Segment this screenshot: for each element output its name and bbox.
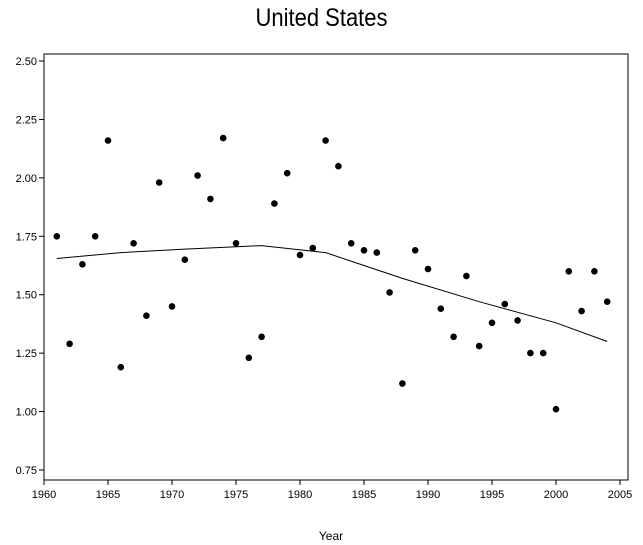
data-point <box>424 265 432 273</box>
data-point <box>322 137 329 144</box>
data-point <box>399 380 406 387</box>
x-tick-label: 1980 <box>288 489 312 501</box>
data-point <box>181 256 189 264</box>
x-tick-label: 2005 <box>608 489 632 501</box>
x-tick-label: 1975 <box>224 489 248 501</box>
data-point <box>603 298 611 306</box>
x-tick-label: 1970 <box>160 489 184 501</box>
trend-line <box>56 245 608 342</box>
data-point <box>539 349 547 357</box>
data-point <box>258 333 265 341</box>
x-tick-label: 1965 <box>96 489 120 501</box>
y-tick-label: 1.75 <box>16 231 37 243</box>
data-point <box>347 240 355 247</box>
data-point <box>271 200 278 207</box>
x-axis: 1960 1965 1970 1975 1980 1985 1990 1995 2000 2005 <box>32 480 632 501</box>
data-point <box>463 272 470 280</box>
data-point <box>373 249 381 256</box>
y-tick-label: 1.50 <box>16 290 37 302</box>
plot-frame <box>43 53 629 481</box>
data-point <box>411 247 419 254</box>
data-point <box>450 333 457 341</box>
data-point <box>527 349 534 357</box>
data-point <box>552 405 560 413</box>
data-point <box>219 134 227 142</box>
data-point <box>488 319 496 327</box>
data-point <box>501 300 509 308</box>
fit-line-group <box>56 245 608 342</box>
data-point <box>475 342 483 350</box>
data-point <box>91 233 99 240</box>
y-axis: 0.75 1.00 1.25 1.50 1.75 2.00 2.25 2.50 <box>16 56 44 477</box>
data-point <box>245 354 253 362</box>
x-tick-label: 1995 <box>480 489 504 501</box>
x-tick-label: 1990 <box>416 489 440 501</box>
data-point <box>578 307 585 315</box>
data-point <box>155 179 163 186</box>
y-tick-label: 1.25 <box>16 348 37 360</box>
data-point <box>117 363 125 371</box>
data-point <box>130 240 137 247</box>
x-tick-label: 2000 <box>544 489 568 501</box>
data-points <box>53 134 611 413</box>
data-point <box>360 247 368 254</box>
data-point <box>296 251 304 259</box>
x-tick-label: 1985 <box>352 489 376 501</box>
data-point <box>386 289 393 296</box>
data-point <box>194 172 201 179</box>
y-tick-label: 1.00 <box>16 407 37 419</box>
y-tick-label: 0.75 <box>16 465 37 477</box>
data-point <box>591 268 598 275</box>
x-tick-label: 1960 <box>32 489 56 501</box>
data-point <box>207 195 214 203</box>
y-tick-label: 2.50 <box>16 56 37 68</box>
data-point <box>565 268 573 275</box>
data-point <box>283 169 291 177</box>
data-point <box>309 244 317 252</box>
y-tick-label: 2.25 <box>16 114 37 126</box>
data-point <box>514 317 521 324</box>
data-point <box>53 233 61 240</box>
y-tick-label: 2.00 <box>16 173 37 185</box>
data-point <box>66 340 73 348</box>
data-point <box>168 303 176 310</box>
data-point <box>79 261 86 268</box>
data-point <box>143 312 150 320</box>
chart-title: United States <box>255 4 388 32</box>
x-axis-title: Year <box>319 529 343 543</box>
data-point <box>104 137 112 144</box>
data-point <box>232 240 240 247</box>
data-point <box>335 162 342 170</box>
data-point <box>437 305 445 313</box>
